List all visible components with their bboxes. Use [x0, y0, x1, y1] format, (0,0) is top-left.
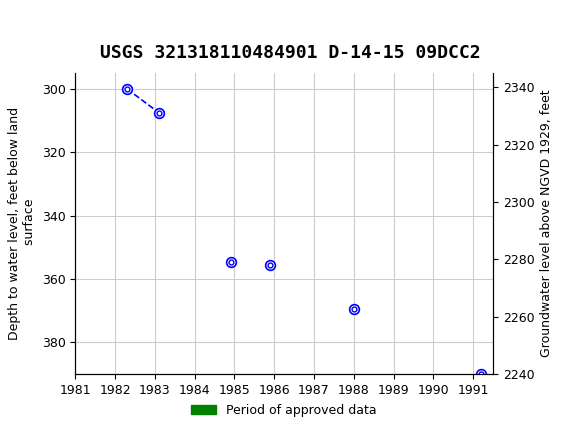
Bar	[475, 375, 481, 383]
Text: ▒USGS: ▒USGS	[12, 15, 70, 37]
Bar	[109, 375, 149, 383]
Legend: Period of approved data: Period of approved data	[186, 399, 382, 422]
Text: USGS 321318110484901 D-14-15 09DCC2: USGS 321318110484901 D-14-15 09DCC2	[100, 44, 480, 62]
Bar	[269, 375, 272, 383]
Y-axis label: Groundwater level above NGVD 1929, feet: Groundwater level above NGVD 1929, feet	[540, 90, 553, 357]
Bar	[229, 375, 233, 383]
Bar	[348, 375, 352, 383]
Y-axis label: Depth to water level, feet below land
 surface: Depth to water level, feet below land su…	[8, 107, 36, 340]
